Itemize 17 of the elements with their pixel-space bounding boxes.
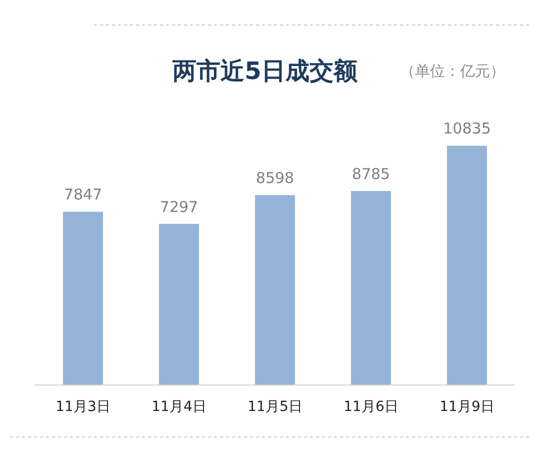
x-tick-label: 11月4日 <box>152 398 206 415</box>
data-label: 10835 <box>443 120 491 138</box>
bar <box>351 191 391 385</box>
bar <box>159 224 199 385</box>
x-tick-label: 11月9日 <box>440 398 494 415</box>
bar <box>447 146 487 385</box>
x-tick-label: 11月6日 <box>344 398 398 415</box>
bar <box>255 195 295 385</box>
data-label: 7847 <box>64 186 102 204</box>
x-tick-label: 11月3日 <box>56 398 110 415</box>
x-tick-label: 11月5日 <box>248 398 302 415</box>
data-label: 8598 <box>256 169 294 188</box>
chart-title: 两市近5日成交额 <box>172 56 358 87</box>
bar <box>63 212 103 385</box>
data-label: 8785 <box>352 165 390 183</box>
chart-subtitle: （单位：亿元） <box>400 62 505 81</box>
data-label: 7297 <box>160 198 198 216</box>
